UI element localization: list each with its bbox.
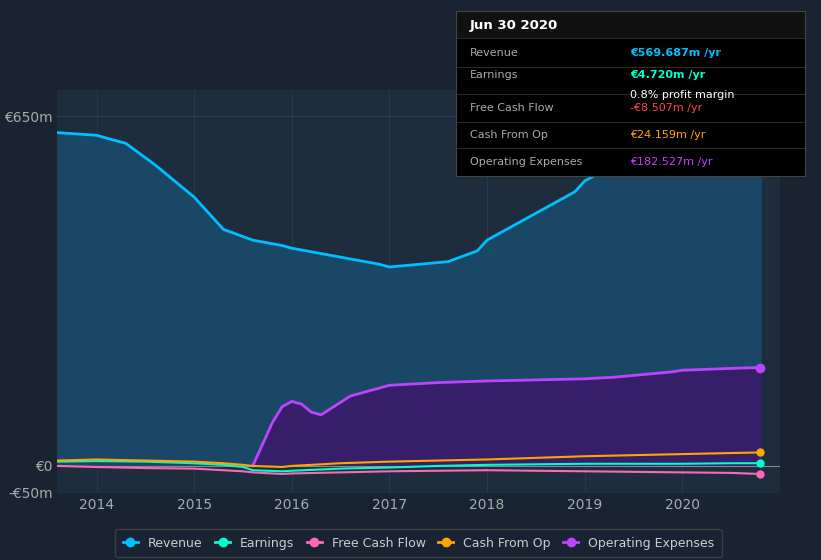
Text: Revenue: Revenue [470,48,518,58]
Text: Jun 30 2020: Jun 30 2020 [470,18,557,32]
Text: €569.687m /yr: €569.687m /yr [631,48,721,58]
Text: €24.159m /yr: €24.159m /yr [631,130,705,140]
Text: 0.8% profit margin: 0.8% profit margin [631,90,735,100]
Text: Operating Expenses: Operating Expenses [470,157,582,167]
Text: €4.720m /yr: €4.720m /yr [631,70,705,80]
Text: Cash From Op: Cash From Op [470,130,548,140]
Text: Free Cash Flow: Free Cash Flow [470,103,553,113]
Text: -€8.507m /yr: -€8.507m /yr [631,103,703,113]
Text: Earnings: Earnings [470,70,518,80]
Text: €182.527m /yr: €182.527m /yr [631,157,713,167]
Legend: Revenue, Earnings, Free Cash Flow, Cash From Op, Operating Expenses: Revenue, Earnings, Free Cash Flow, Cash … [116,529,722,557]
FancyBboxPatch shape [456,11,805,38]
